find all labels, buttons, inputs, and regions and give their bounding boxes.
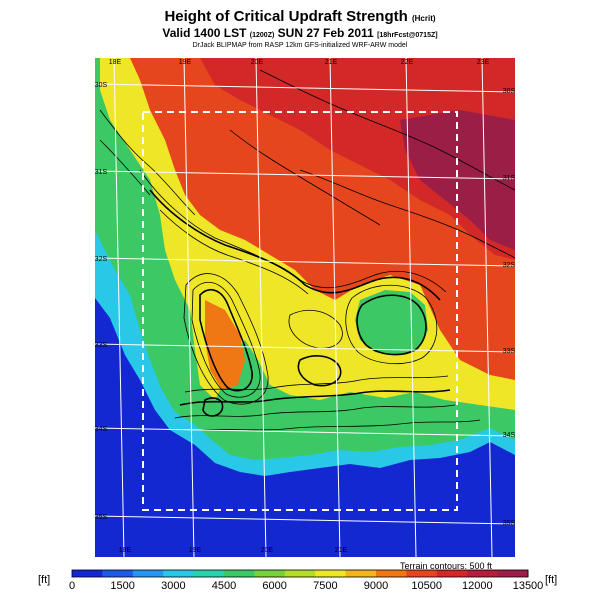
domain-box (142, 111, 458, 511)
grid-label: 33S (95, 342, 108, 349)
colorbar-label: 0 (68, 580, 76, 592)
colorbar-swatch (224, 570, 255, 577)
colorbar-label: 10500 (411, 580, 442, 592)
meridian-line (481, 57, 493, 558)
terrain-contours (99, 69, 515, 431)
valid-date: SUN 27 Feb 2011 (277, 26, 374, 40)
colorbar (71, 569, 529, 578)
grid-label: 22E (401, 59, 414, 66)
credit-line: DrJack BLIPMAP from RASP 12km GFS-initia… (192, 42, 408, 49)
colorbar-swatch (406, 570, 438, 577)
meridian-line (405, 57, 417, 558)
colorbar-unit-left: [ft] (38, 574, 51, 586)
map-title: Height of Critical Updraft Strength (Hcr… (0, 8, 600, 25)
grid-label: 18E (109, 59, 122, 66)
lat-lon-grid (94, 57, 516, 558)
grid-label: 34S (503, 432, 516, 439)
map-subtitle: Valid 1400 LST (1200Z) SUN 27 Feb 2011 [… (0, 26, 600, 40)
colorbar-swatch (163, 570, 195, 577)
grid-label: 19E (179, 59, 192, 66)
grid-label: 33S (503, 348, 516, 355)
colorbar-label: 6000 (262, 580, 287, 592)
colorbar-swatch (315, 570, 347, 577)
colorbar-swatch (467, 570, 499, 577)
parallel-line (94, 515, 516, 525)
grid-label: 21E (325, 59, 338, 66)
colorbar-unit-right: [ft] (545, 574, 558, 586)
land-top-zone (200, 58, 515, 260)
lat-labels-right: 30S 31S 32S 33S 34S 35S (503, 88, 516, 527)
grid-label: 18E (119, 547, 132, 554)
parallel-line (94, 83, 516, 93)
valid-time: Valid 1400 LST (162, 26, 247, 40)
grid-label: 31S (95, 169, 108, 176)
grid-label: 20E (251, 59, 264, 66)
valid-time-utc: (1200Z) (249, 32, 275, 39)
colorbar-label: 13500 (512, 580, 544, 592)
colorbar-swatch (284, 570, 316, 577)
terrain-note: Terrain contours: 500 ft (400, 561, 493, 571)
colorbar-label: 1500 (110, 580, 135, 592)
grid-label: 21E (335, 547, 348, 554)
grid-label: 20E (261, 547, 274, 554)
grid-label: 30S (503, 88, 516, 95)
colorbar-swatch (193, 570, 225, 577)
lat-labels-left: 30S 31S 32S 33S 34S 35S (95, 82, 108, 521)
grid-label: 32S (95, 256, 108, 263)
grid-label: 35S (95, 514, 108, 521)
parallel-line (94, 343, 516, 353)
colorbar-label: 9000 (363, 580, 389, 592)
map-field (95, 58, 515, 557)
grid-label: 23E (477, 59, 490, 66)
colorbar-swatch (102, 570, 134, 577)
grid-label: 32S (503, 262, 516, 269)
grid-label: 35S (503, 520, 516, 527)
colorbar-swatch (72, 570, 103, 577)
meridian-line (113, 57, 125, 558)
parallel-line (94, 427, 516, 437)
colorbar-swatch (376, 570, 407, 577)
parallel-line (94, 170, 516, 180)
colorbar-swatch (132, 570, 164, 577)
land-green-patch (355, 290, 428, 355)
colorbar-swatch (497, 570, 529, 577)
parallel-line (94, 257, 516, 267)
meridian-line (255, 57, 267, 558)
colorbar-label: 4500 (211, 580, 237, 592)
lon-labels-top: 18E 19E 20E 21E 22E 23E (109, 59, 490, 66)
grid-label: 19E (189, 547, 202, 554)
grid-label: 31S (503, 175, 516, 182)
grid-label: 34S (95, 426, 108, 433)
title-text: Height of Critical Updraft Strength (164, 8, 408, 25)
title-unit: (Hcrit) (411, 14, 436, 23)
meridian-line (329, 57, 341, 558)
meridian-line (183, 57, 195, 558)
colorbar-swatch (254, 570, 286, 577)
colorbar-label: 12000 (462, 580, 493, 592)
colorbar-label: 7500 (313, 580, 338, 592)
colorbar-swatch (436, 570, 468, 577)
colorbar-frame (71, 569, 529, 578)
grid-label: 30S (95, 82, 108, 89)
colorbar-label: 3000 (161, 580, 186, 592)
forecast-info: [18hrFcst@0715Z] (377, 32, 438, 39)
lon-labels-bottom: 18E 19E 20E 21E (119, 547, 348, 554)
colorbar-swatch (345, 570, 377, 577)
